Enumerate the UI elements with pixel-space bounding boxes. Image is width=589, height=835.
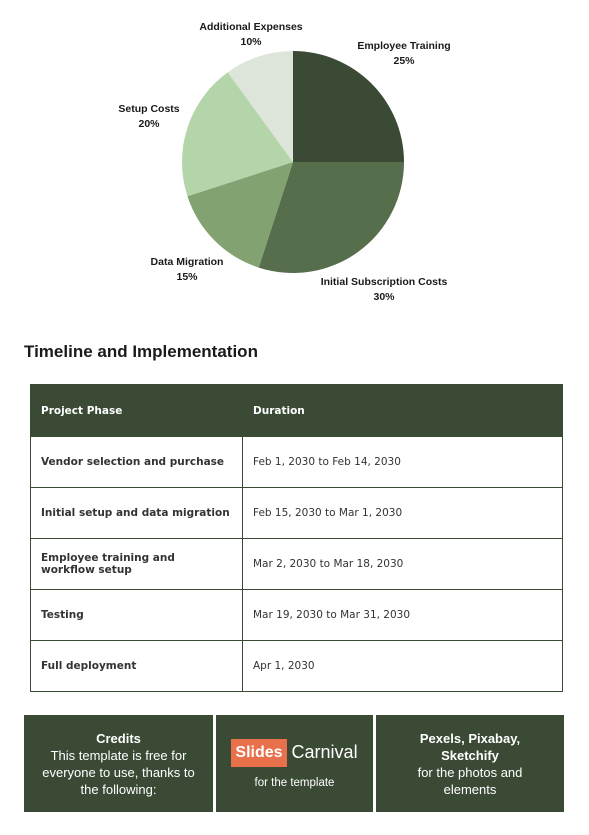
- table-row: Full deployment Apr 1, 2030: [30, 640, 563, 692]
- template-caption: for the template: [254, 776, 335, 789]
- slice-percent-label: 20%: [138, 118, 160, 130]
- credits-line: This template is free for: [50, 747, 187, 763]
- column-header-phase: Project Phase: [30, 384, 243, 437]
- pie-slice: [293, 51, 404, 162]
- table-row: Vendor selection and purchase Feb 1, 203…: [30, 436, 563, 488]
- media-purpose-line: elements: [443, 781, 497, 797]
- phase-cell: Employee training and workflow setup: [30, 538, 243, 590]
- duration-cell: Mar 19, 2030 to Mar 31, 2030: [242, 589, 563, 641]
- credits-title: Credits: [96, 730, 141, 746]
- slice-percent-label: 15%: [176, 271, 198, 283]
- duration-cell: Feb 15, 2030 to Mar 1, 2030: [242, 487, 563, 539]
- table-row: Employee training and workflow setup Mar…: [30, 538, 563, 590]
- timeline-title: Timeline and Implementation: [24, 342, 258, 361]
- phase-cell: Testing: [30, 589, 243, 641]
- slidescarnival-box[interactable]: Slides Carnival for the template: [216, 715, 373, 812]
- slice-percent-label: 25%: [393, 55, 415, 67]
- pie-slice: [187, 162, 293, 268]
- phase-cell: Vendor selection and purchase: [30, 436, 243, 488]
- slice-label: Initial Subscription Costs: [321, 276, 448, 288]
- credits-section: Credits This template is free for everyo…: [24, 715, 564, 812]
- pie-chart: Employee Training 25% Initial Subscription…: [118, 21, 450, 303]
- media-credits-box: Pexels, Pixabay, Sketchify for the photo…: [376, 715, 564, 812]
- slidescarnival-logo[interactable]: Slides Carnival: [231, 738, 358, 767]
- media-sources-line: Sketchify: [441, 747, 499, 763]
- slice-label: Data Migration: [151, 256, 224, 268]
- slice-percent-label: 30%: [373, 291, 395, 303]
- credits-info-box: Credits This template is free for everyo…: [24, 715, 213, 812]
- pie-slice: [227, 51, 293, 162]
- media-purpose-line: for the photos and: [417, 764, 523, 780]
- pie-slice: [258, 162, 404, 274]
- table-row: Testing Mar 19, 2030 to Mar 31, 2030: [30, 589, 563, 641]
- slice-label: Employee Training: [357, 40, 450, 52]
- credits-line: the following:: [80, 781, 157, 797]
- phase-cell: Full deployment: [30, 640, 243, 692]
- duration-cell: Feb 1, 2030 to Feb 14, 2030: [242, 436, 563, 488]
- media-sources-line: Pexels, Pixabay,: [419, 730, 521, 746]
- phase-cell: Initial setup and data migration: [30, 487, 243, 539]
- slice-label: Additional Expenses: [199, 21, 302, 33]
- logo-slides-text: Slides: [231, 738, 287, 767]
- duration-cell: Mar 2, 2030 to Mar 18, 2030: [242, 538, 563, 590]
- slice-label: Setup Costs: [118, 103, 179, 115]
- table-row: Initial setup and data migration Feb 15,…: [30, 487, 563, 539]
- table-header-row: Project Phase Duration: [30, 384, 563, 437]
- column-header-duration: Duration: [242, 384, 563, 437]
- logo-carnival-text: Carnival: [291, 742, 358, 762]
- duration-cell: Apr 1, 2030: [242, 640, 563, 692]
- slice-percent-label: 10%: [240, 36, 262, 48]
- credits-line: everyone to use, thanks to: [42, 764, 195, 780]
- pie-slice: [181, 72, 293, 197]
- timeline-table: Project Phase Duration Vendor selection …: [30, 384, 563, 692]
